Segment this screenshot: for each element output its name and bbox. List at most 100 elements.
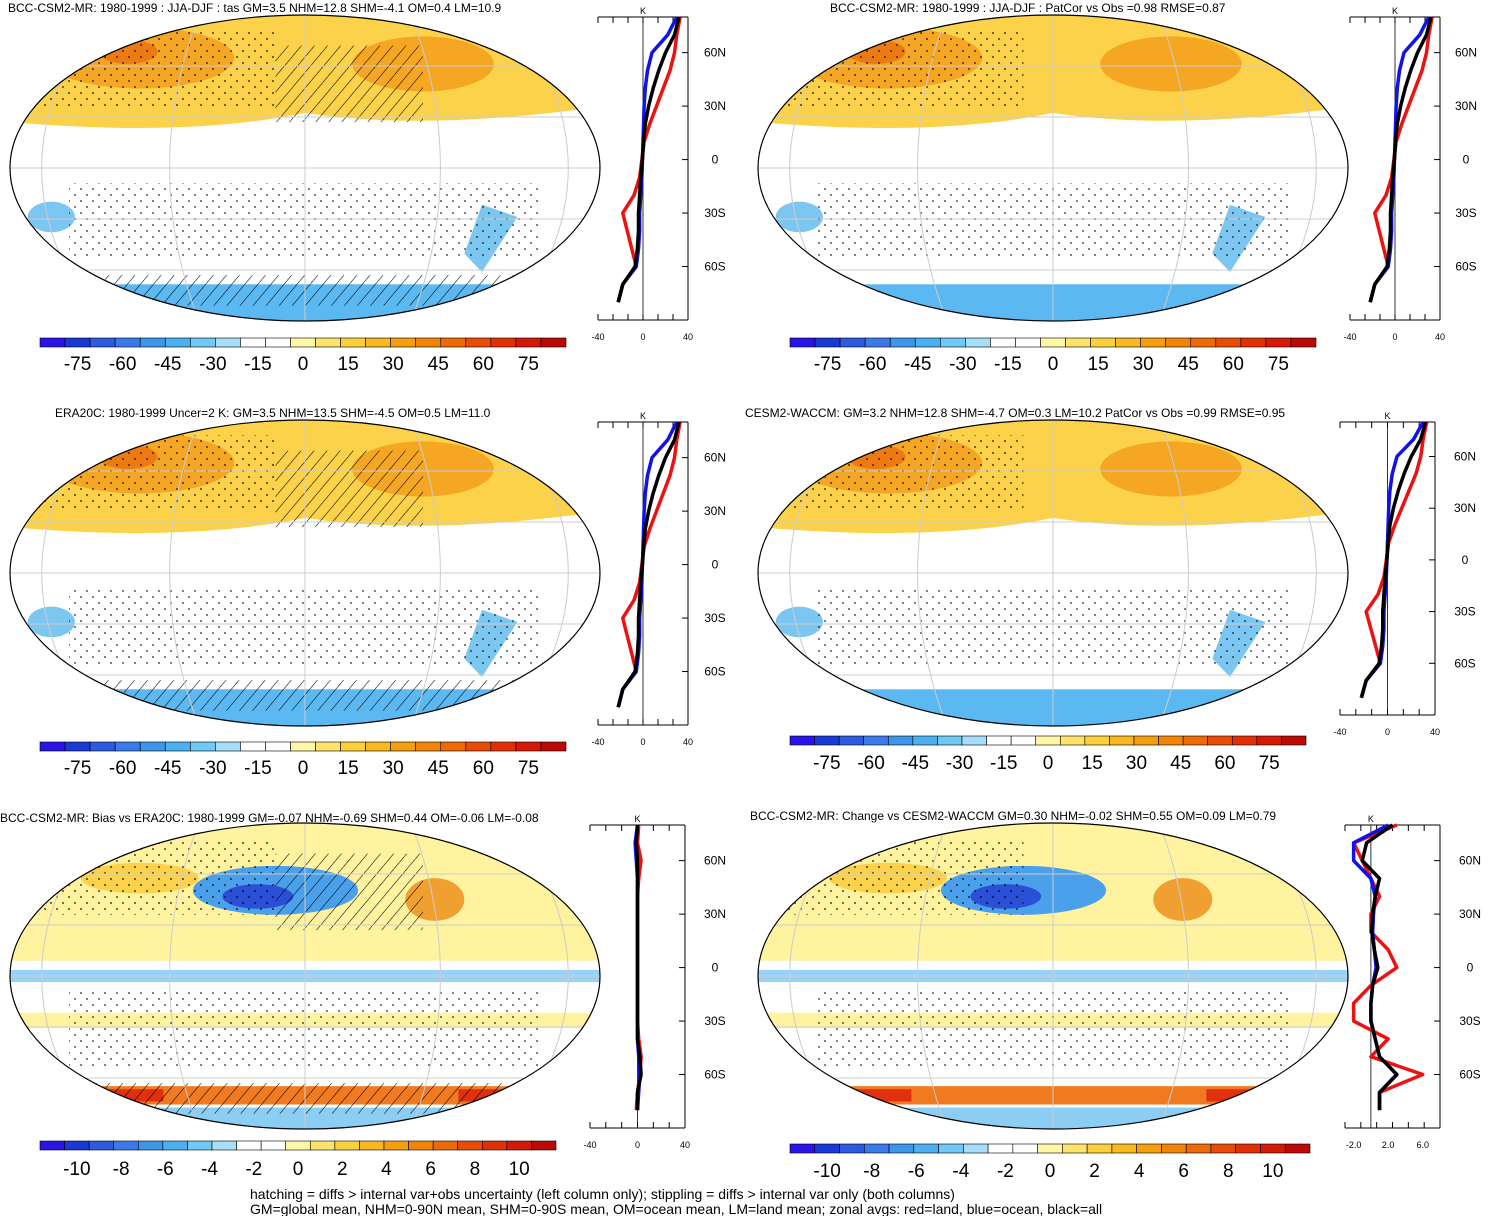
panel-era20c: ERA20C: 1980-1999 Uncer=2 K: GM=3.5 NHM=… <box>9 406 726 779</box>
colorbar-swatch <box>490 741 517 752</box>
latitude-label: 60N <box>1454 449 1476 463</box>
zonal-tick-label: -40 <box>591 332 604 342</box>
colorbar-swatch <box>963 1143 989 1154</box>
colorbar-swatch <box>814 337 841 348</box>
colorbar-swatch <box>1109 735 1135 746</box>
units-label: K <box>635 814 641 824</box>
colorbar-swatch <box>1161 1143 1187 1154</box>
colorbar-swatch <box>415 741 442 752</box>
colorbar-swatch <box>1158 735 1184 746</box>
latitude-label: 60N <box>704 854 726 868</box>
panel-obs-corr: BCC-CSM2-MR: 1980-1999 : JJA-DJF : PatCo… <box>757 1 1477 375</box>
colorbar-label: 75 <box>1259 753 1280 774</box>
latitude-label: 30S <box>1454 605 1475 619</box>
zonal-tick-label: 2.0 <box>1382 1140 1395 1150</box>
colorbar-label: -60 <box>857 753 884 774</box>
colorbar-swatch <box>1086 1143 1113 1154</box>
colorbar-swatch <box>465 741 492 752</box>
colorbar-label: -8 <box>863 1161 880 1182</box>
colorbar-label: -6 <box>157 1159 174 1180</box>
colorbar-swatch <box>1207 735 1233 746</box>
colorbar-swatch <box>1010 735 1037 746</box>
colorbar-swatch <box>1284 1143 1311 1154</box>
zonal-tick-label: 0 <box>640 737 645 747</box>
latitude-label: 30S <box>704 611 725 625</box>
colorbar-swatch <box>481 1140 508 1151</box>
zonal-series-ocean <box>616 421 679 708</box>
colorbar-label: -75 <box>64 354 91 375</box>
latitude-label: 30N <box>1455 99 1477 113</box>
colorbar-swatch <box>863 1143 890 1154</box>
colorbar-label: -60 <box>109 354 136 375</box>
latitude-label: 0 <box>1467 961 1474 975</box>
colorbar-swatch <box>913 1143 939 1154</box>
colorbar-swatch <box>365 337 391 348</box>
colorbar-label: 75 <box>518 758 539 779</box>
colorbar-swatch <box>1140 337 1167 348</box>
colorbar-label: -30 <box>199 354 226 375</box>
footer-hatching-note: hatching = diffs > internal var+obs unce… <box>250 1186 955 1202</box>
colorbar-swatch <box>531 1140 557 1151</box>
colorbar-swatch <box>285 1140 311 1151</box>
colorbar-swatch <box>89 741 116 752</box>
colorbar-label: 4 <box>1134 1161 1145 1182</box>
map-field <box>10 823 600 1129</box>
latitude-label: 30N <box>704 99 726 113</box>
latitude-label: 0 <box>712 558 719 572</box>
colorbar-label: 75 <box>518 354 539 375</box>
colorbar-swatch <box>1133 735 1159 746</box>
colorbar-swatch <box>415 337 442 348</box>
zonal-tick-label: 0 <box>640 332 645 342</box>
zonal-series-ocean <box>1368 16 1431 303</box>
colorbar-swatch <box>1231 735 1258 746</box>
zonal-series-land <box>1351 823 1425 1111</box>
latitude-label: 60S <box>1454 656 1475 670</box>
latitude-label: 60N <box>704 451 726 465</box>
colorbar-swatch <box>1185 1143 1212 1154</box>
zonal-tick-label: -40 <box>1333 727 1346 737</box>
map-outline <box>9 822 601 1130</box>
colorbar-label: -75 <box>64 758 91 779</box>
colorbar-label: 75 <box>1268 354 1289 375</box>
colorbar-swatch <box>215 337 241 348</box>
latitude-label: 30N <box>704 907 726 921</box>
colorbar-swatch <box>189 337 216 348</box>
colorbar-swatch <box>64 1140 90 1151</box>
colorbar-label: 15 <box>338 758 359 779</box>
colorbar-swatch <box>89 337 116 348</box>
colorbar-swatch <box>215 741 241 752</box>
colorbar-swatch <box>1256 735 1282 746</box>
colorbar-swatch <box>113 1140 139 1151</box>
colorbar-label: -45 <box>154 354 181 375</box>
colorbar-swatch <box>1165 337 1192 348</box>
colorbar-swatch <box>114 741 141 752</box>
latitude-label: 60S <box>704 260 725 274</box>
colorbar-swatch <box>1265 337 1292 348</box>
colorbar-label: 8 <box>470 1159 481 1180</box>
colorbar-swatch <box>1190 337 1217 348</box>
colorbar-swatch <box>164 741 191 752</box>
colorbar-swatch <box>1240 337 1267 348</box>
map-field <box>10 15 600 321</box>
colorbar-label: 6 <box>1178 1161 1189 1182</box>
colorbar-swatch <box>139 337 166 348</box>
colorbar-swatch <box>1015 337 1041 348</box>
colorbar-swatch <box>440 741 467 752</box>
colorbar-swatch <box>864 337 891 348</box>
colorbar-swatch <box>39 337 66 348</box>
colorbar-label: -30 <box>949 354 976 375</box>
colorbar-swatch <box>39 741 66 752</box>
colorbar-label: 60 <box>473 758 494 779</box>
latitude-label: 0 <box>712 153 719 167</box>
colorbar-swatch <box>1084 735 1110 746</box>
colorbar-swatch <box>315 741 341 752</box>
colorbar-swatch <box>490 337 517 348</box>
panel-model-season: BCC-CSM2-MR: 1980-1999 : JJA-DJF : tas G… <box>8 1 726 375</box>
colorbar-swatch <box>1040 337 1066 348</box>
colorbar-swatch <box>986 735 1012 746</box>
latitude-label: 60S <box>704 665 725 679</box>
latitude-label: 60S <box>1459 1068 1480 1082</box>
map-outline <box>757 419 1349 727</box>
colorbar-swatch <box>390 741 417 752</box>
map-outline <box>9 419 601 727</box>
